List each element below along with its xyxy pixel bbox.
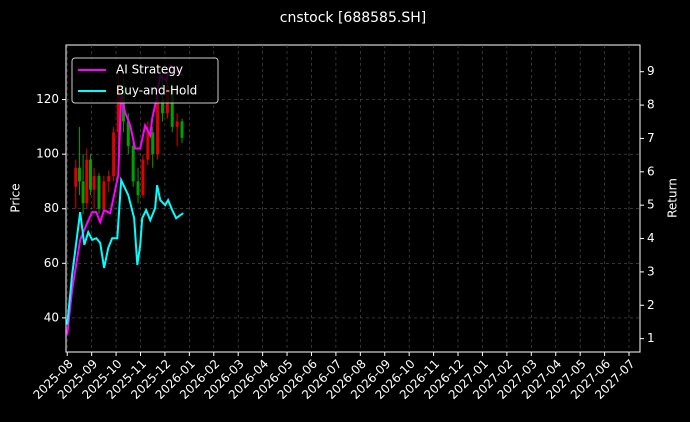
legend-label: Buy-and-Hold [116, 84, 197, 98]
y2-tick-label: 8 [647, 98, 655, 112]
candle-body [146, 132, 150, 160]
candle [180, 118, 184, 144]
candle [107, 170, 111, 193]
candle [131, 140, 135, 187]
y-tick-label: 80 [44, 201, 59, 215]
candle-body [77, 167, 81, 182]
y2-axis-label: Return [666, 178, 680, 218]
line-series [66, 176, 184, 325]
y-tick-label: 60 [44, 256, 59, 270]
y2-tick-label: 7 [647, 131, 655, 145]
candle [102, 175, 106, 212]
candle-body [151, 132, 155, 155]
candle-body [136, 181, 140, 196]
candle-body [81, 181, 85, 204]
candle [92, 167, 96, 209]
candle-body [156, 99, 160, 155]
candle [97, 173, 101, 215]
candle [141, 154, 145, 198]
candle-body [117, 85, 121, 133]
candle [88, 154, 92, 196]
y2-tick-label: 5 [647, 198, 655, 212]
candle [112, 126, 116, 182]
candle [151, 126, 155, 168]
candle-body [160, 99, 164, 114]
candle-body [92, 175, 96, 190]
y-axis-label: Price [9, 183, 23, 212]
y-tick-label: 40 [44, 310, 59, 324]
candle-body [102, 181, 106, 209]
y2-tick-label: 9 [647, 64, 655, 78]
candle [85, 148, 89, 209]
legend-box [71, 57, 219, 104]
y2-tick-label: 2 [647, 298, 655, 312]
candle-body [74, 167, 78, 187]
candle-body [126, 121, 130, 146]
legend: AI Strategy Buy-and-Hold [71, 57, 219, 104]
candle [81, 154, 85, 215]
candle-body [180, 121, 184, 138]
y2-tick-label: 4 [647, 231, 655, 245]
candle [175, 113, 179, 146]
candle [74, 159, 78, 209]
candle-body [85, 159, 89, 204]
y2-tick-label: 6 [647, 164, 655, 178]
candle-body [107, 175, 111, 182]
candle-body [97, 175, 101, 209]
candle-body [175, 121, 179, 127]
y-tick-label: 100 [36, 147, 59, 161]
candle [77, 126, 81, 196]
candle-body [170, 85, 174, 127]
y-tick-label: 120 [36, 92, 59, 106]
y2-tick-label: 3 [647, 264, 655, 278]
candle-body [112, 132, 116, 176]
y2-tick-label: 1 [647, 331, 655, 345]
legend-label: AI Strategy [116, 63, 183, 77]
candle-body [141, 159, 145, 196]
candle-body [131, 145, 135, 182]
candle [136, 167, 140, 204]
chart-title: cnstock [688585.SH] [280, 10, 426, 26]
candle-body [88, 159, 92, 190]
